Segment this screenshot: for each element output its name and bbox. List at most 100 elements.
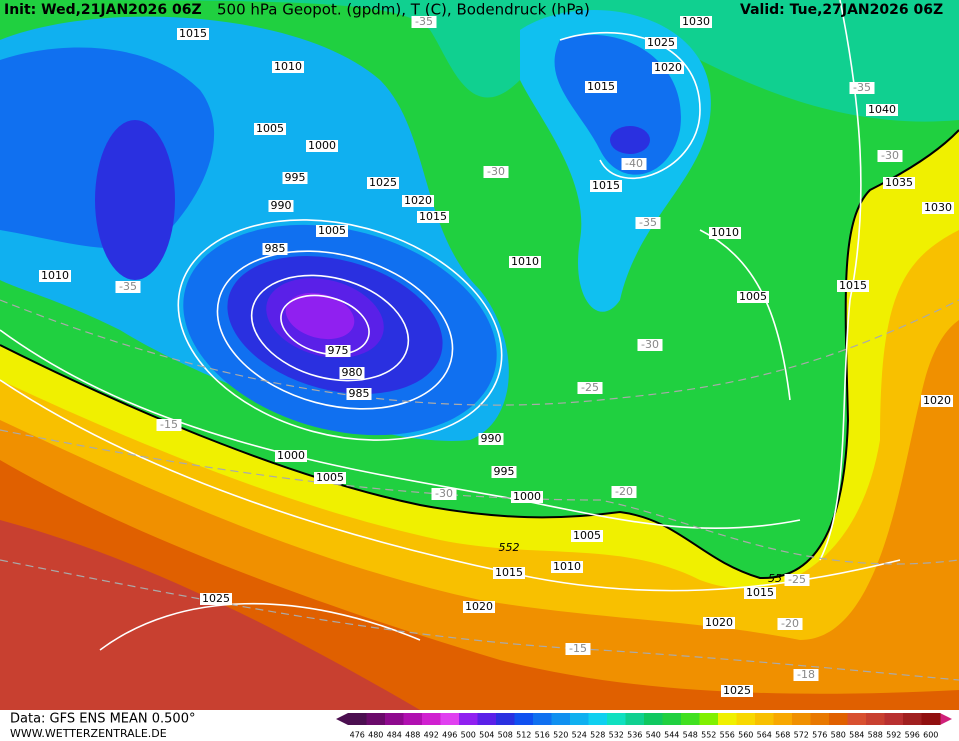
- temperature-label: -20: [615, 485, 633, 498]
- isobar-label-group: 985: [346, 387, 372, 400]
- isobar-label-group: 1010: [709, 226, 741, 239]
- temperature-label: -30: [435, 487, 453, 500]
- isobar-label: 1015: [587, 80, 615, 93]
- temperature-label: -30: [881, 149, 899, 162]
- colorbar-label: 556: [720, 731, 735, 740]
- temperature-label-box: [621, 158, 647, 170]
- colorbar-swatch: [662, 713, 682, 725]
- colorbar-label: 588: [868, 731, 883, 740]
- colorbar-label: 496: [442, 731, 457, 740]
- isobar-label-box: [509, 256, 541, 268]
- temperature-label-box: [611, 486, 637, 498]
- isobar-label-box: [721, 685, 753, 697]
- temperature-label-group: -25: [577, 381, 603, 394]
- isobar-label-group: 995: [491, 465, 517, 478]
- temperature-label-group: -25: [784, 573, 810, 586]
- colorbar-label: 500: [461, 731, 476, 740]
- isobar-label-group: 1015: [590, 179, 622, 192]
- isobar-label-box: [417, 211, 449, 223]
- isobar-label: 1010: [511, 255, 539, 268]
- temperature-label-group: -20: [777, 617, 803, 630]
- colorbar-label: 544: [664, 731, 679, 740]
- temperature-label-group: -15: [565, 642, 591, 655]
- isobar-label: 1020: [465, 600, 493, 613]
- temperature-label: -25: [581, 381, 599, 394]
- isobar-label-box: [367, 177, 399, 189]
- isobar-label: 1035: [885, 176, 913, 189]
- temperature-label: -35: [119, 280, 137, 293]
- colorbar-swatch: [644, 713, 663, 725]
- isobar-label: 1030: [682, 15, 710, 28]
- isobar-label: 1010: [274, 60, 302, 73]
- colorbar-swatch: [847, 713, 867, 725]
- temperature-label-group: -18: [793, 668, 819, 681]
- isobar-label-box: [339, 367, 365, 379]
- colorbar-label: 568: [775, 731, 790, 740]
- isobar-label: 975: [328, 344, 349, 357]
- isobar-label-group: 1005: [571, 529, 603, 542]
- isobar-label-group: 1020: [402, 194, 434, 207]
- temperature-label-group: -35: [849, 81, 875, 94]
- temperature-label-box: [156, 419, 182, 431]
- isobar-label-box: [737, 291, 769, 303]
- isobar-label: 1005: [573, 529, 601, 542]
- isobar-label: 995: [285, 171, 306, 184]
- colorbar-label: 524: [572, 731, 587, 740]
- temperature-label-group: -30: [877, 149, 903, 162]
- isobar-label-group: 1035: [883, 176, 915, 189]
- isobar-label-box: [571, 530, 603, 542]
- isobar-label-box: [551, 561, 583, 573]
- isobar-label-box: [709, 227, 741, 239]
- isobar-label-group: 1015: [417, 210, 449, 223]
- site-url: WWW.WETTERZENTRALE.DE: [10, 727, 167, 740]
- isobar-label-group: 1015: [837, 279, 869, 292]
- isobar-label-box: [262, 243, 288, 255]
- isobar-label-group: 1010: [551, 560, 583, 573]
- temperature-label-box: [793, 669, 819, 681]
- colorbar-label: 572: [794, 731, 809, 740]
- isobar-label: 1020: [404, 194, 432, 207]
- isobar-label-group: 975: [325, 344, 351, 357]
- temperature-label-box: [637, 339, 663, 351]
- isobar-label-group: 1010: [509, 255, 541, 268]
- colorbar-swatch: [792, 713, 811, 725]
- temperature-label-box: [777, 618, 803, 630]
- isobar-label: 990: [271, 199, 292, 212]
- isobar-label: 1005: [256, 122, 284, 135]
- colorbar-label: 492: [424, 731, 439, 740]
- isobar-label: 1020: [705, 616, 733, 629]
- isobar-label: 1015: [179, 27, 207, 40]
- isobar-label: 1000: [513, 490, 541, 503]
- isobar-label-group: 985: [262, 242, 288, 255]
- colorbar-label: 600: [923, 731, 938, 740]
- isobar-label-group: 1000: [511, 490, 543, 503]
- isobar-label-box: [282, 172, 308, 184]
- isobar-label-group: 1040: [866, 103, 898, 116]
- colorbar-label: 560: [738, 731, 753, 740]
- valid-text: Valid: Tue,27JAN2026 06Z: [740, 2, 943, 18]
- isobar-label-box: [837, 280, 869, 292]
- colorbar-swatch: [625, 713, 645, 725]
- isobar-label-group: 1020: [703, 616, 735, 629]
- isobar-label: 1000: [277, 449, 305, 462]
- colorbar-swatch: [829, 713, 848, 725]
- colorbar-swatch: [736, 713, 756, 725]
- isobar-label-box: [866, 104, 898, 116]
- isobar-label-group: 1025: [721, 684, 753, 697]
- isobar-label: 1020: [654, 61, 682, 74]
- temperature-label: -35: [415, 15, 433, 28]
- temperature-label-group: -30: [431, 487, 457, 500]
- colorbar-label: 512: [516, 731, 531, 740]
- colorbar-label: 592: [886, 731, 901, 740]
- colorbar-swatch: [440, 713, 460, 725]
- colorbar-swatch: [903, 713, 922, 725]
- temperature-label-group: -30: [637, 338, 663, 351]
- isobar-label: 1025: [202, 592, 230, 605]
- isobar-label: 1015: [839, 279, 867, 292]
- isobar-label: 1000: [308, 139, 336, 152]
- colorbar-swatch: [459, 713, 478, 725]
- temperature-label-group: -35: [115, 280, 141, 293]
- isobar-label-group: 1010: [272, 60, 304, 73]
- temperature-label-box: [877, 150, 903, 162]
- isotherms: [0, 299, 959, 681]
